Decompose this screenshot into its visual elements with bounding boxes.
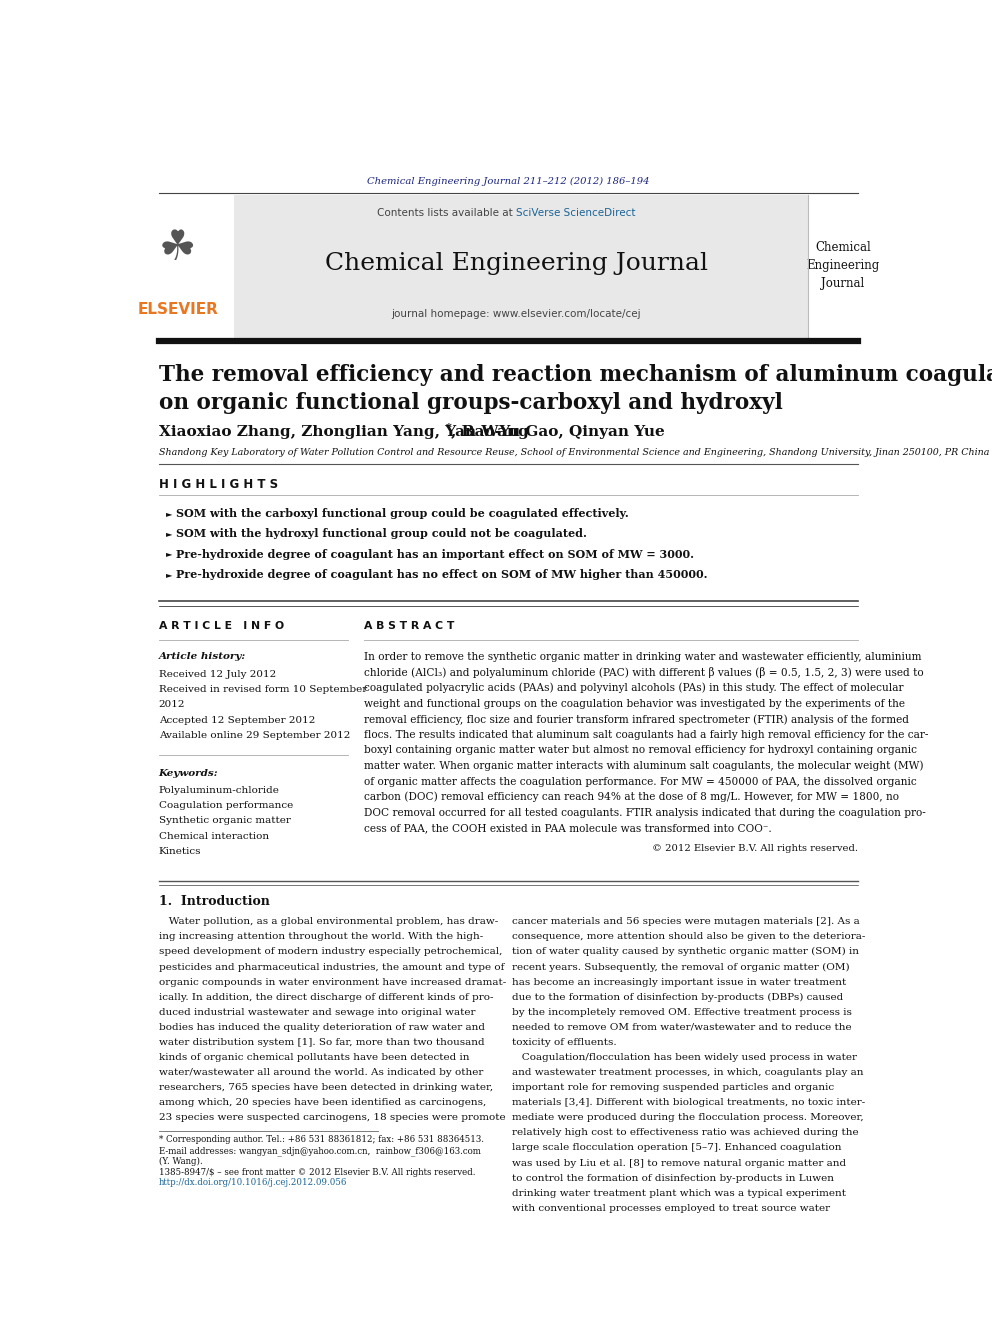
Text: ►: ► <box>167 509 173 517</box>
Text: speed development of modern industry especially petrochemical,: speed development of modern industry esp… <box>159 947 502 957</box>
Text: Water pollution, as a global environmental problem, has draw-: Water pollution, as a global environment… <box>159 917 498 926</box>
Text: weight and functional groups on the coagulation behavior was investigated by the: weight and functional groups on the coag… <box>364 699 905 709</box>
Text: SciVerse ScienceDirect: SciVerse ScienceDirect <box>516 208 636 218</box>
Text: (Y. Wang).: (Y. Wang). <box>159 1156 202 1166</box>
Text: 2012: 2012 <box>159 700 186 709</box>
Text: Xiaoxiao Zhang, Zhonglian Yang, Yan Wang: Xiaoxiao Zhang, Zhonglian Yang, Yan Wang <box>159 425 529 439</box>
Text: toxicity of effluents.: toxicity of effluents. <box>512 1037 617 1046</box>
Text: chloride (AlCl₃) and polyaluminum chloride (PAC) with different β values (β = 0.: chloride (AlCl₃) and polyaluminum chlori… <box>364 667 924 677</box>
Text: organic compounds in water environment have increased dramat-: organic compounds in water environment h… <box>159 978 506 987</box>
Text: kinds of organic chemical pollutants have been detected in: kinds of organic chemical pollutants hav… <box>159 1053 469 1062</box>
Text: ►: ► <box>167 529 173 538</box>
Text: ically. In addition, the direct discharge of different kinds of pro-: ically. In addition, the direct discharg… <box>159 992 493 1002</box>
Text: removal efficiency, floc size and fourier transform infrared spectrometer (FTIR): removal efficiency, floc size and fourie… <box>364 714 909 725</box>
Text: among which, 20 species have been identified as carcinogens,: among which, 20 species have been identi… <box>159 1098 486 1107</box>
Text: Article history:: Article history: <box>159 652 246 662</box>
Text: H I G H L I G H T S: H I G H L I G H T S <box>159 478 278 491</box>
Text: Pre-hydroxide degree of coagulant has no effect on SOM of MW higher than 450000.: Pre-hydroxide degree of coagulant has no… <box>177 569 707 579</box>
Text: flocs. The results indicated that aluminum salt coagulants had a fairly high rem: flocs. The results indicated that alumin… <box>364 730 929 740</box>
Text: researchers, 765 species have been detected in drinking water,: researchers, 765 species have been detec… <box>159 1084 493 1091</box>
Text: http://dx.doi.org/10.1016/j.cej.2012.09.056: http://dx.doi.org/10.1016/j.cej.2012.09.… <box>159 1177 347 1187</box>
Text: journal homepage: www.elsevier.com/locate/cej: journal homepage: www.elsevier.com/locat… <box>391 308 641 319</box>
Text: coagulated polyacrylic acids (PAAs) and polyvinyl alcohols (PAs) in this study. : coagulated polyacrylic acids (PAAs) and … <box>364 683 904 693</box>
Text: Coagulation performance: Coagulation performance <box>159 802 293 810</box>
Text: 1.  Introduction: 1. Introduction <box>159 894 270 908</box>
Text: DOC removal occurred for all tested coagulants. FTIR analysis indicated that dur: DOC removal occurred for all tested coag… <box>364 808 926 818</box>
Text: and wastewater treatment processes, in which, coagulants play an: and wastewater treatment processes, in w… <box>512 1068 864 1077</box>
Text: boxyl containing organic matter water but almost no removal efficiency for hydro: boxyl containing organic matter water bu… <box>364 745 917 755</box>
Text: © 2012 Elsevier B.V. All rights reserved.: © 2012 Elsevier B.V. All rights reserved… <box>652 844 858 852</box>
Text: Coagulation/flocculation has been widely used process in water: Coagulation/flocculation has been widely… <box>512 1053 857 1062</box>
Text: *: * <box>445 422 451 433</box>
Text: cess of PAA, the COOH existed in PAA molecule was transformed into COO⁻.: cess of PAA, the COOH existed in PAA mol… <box>364 823 772 833</box>
Text: duced industrial wastewater and sewage into original water: duced industrial wastewater and sewage i… <box>159 1008 475 1017</box>
Text: to control the formation of disinfection by-products in Luwen: to control the formation of disinfection… <box>512 1174 834 1183</box>
Text: materials [3,4]. Different with biological treatments, no toxic inter-: materials [3,4]. Different with biologic… <box>512 1098 865 1107</box>
Text: by the incompletely removed OM. Effective treatment process is: by the incompletely removed OM. Effectiv… <box>512 1008 852 1017</box>
Text: SOM with the hydroxyl functional group could not be coagulated.: SOM with the hydroxyl functional group c… <box>177 528 587 540</box>
Text: Polyaluminum-chloride: Polyaluminum-chloride <box>159 786 280 795</box>
Text: Chemical interaction: Chemical interaction <box>159 832 269 840</box>
Text: SOM with the carboxyl functional group could be coagulated effectively.: SOM with the carboxyl functional group c… <box>177 508 629 519</box>
Text: needed to remove OM from water/wastewater and to reduce the: needed to remove OM from water/wastewate… <box>512 1023 852 1032</box>
Text: , Bao-Yu Gao, Qinyan Yue: , Bao-Yu Gao, Qinyan Yue <box>450 425 665 439</box>
Text: * Corresponding author. Tel.: +86 531 88361812; fax: +86 531 88364513.: * Corresponding author. Tel.: +86 531 88… <box>159 1135 483 1144</box>
Text: drinking water treatment plant which was a typical experiment: drinking water treatment plant which was… <box>512 1188 846 1197</box>
Text: recent years. Subsequently, the removal of organic matter (OM): recent years. Subsequently, the removal … <box>512 962 850 971</box>
Text: water distribution system [1]. So far, more than two thousand: water distribution system [1]. So far, m… <box>159 1037 484 1046</box>
Text: Kinetics: Kinetics <box>159 847 201 856</box>
Text: Available online 29 September 2012: Available online 29 September 2012 <box>159 730 350 740</box>
Text: pesticides and pharmaceutical industries, the amount and type of: pesticides and pharmaceutical industries… <box>159 963 504 971</box>
Text: ►: ► <box>167 549 173 558</box>
Text: with conventional processes employed to treat source water: with conventional processes employed to … <box>512 1204 830 1213</box>
FancyBboxPatch shape <box>234 196 808 340</box>
Text: matter water. When organic matter interacts with aluminum salt coagulants, the m: matter water. When organic matter intera… <box>364 761 924 771</box>
Text: relatively high cost to effectiveness ratio was achieved during the: relatively high cost to effectiveness ra… <box>512 1129 859 1138</box>
Text: bodies has induced the quality deterioration of raw water and: bodies has induced the quality deteriora… <box>159 1023 485 1032</box>
Text: Keywords:: Keywords: <box>159 769 218 778</box>
Text: Chemical Engineering Journal: Chemical Engineering Journal <box>324 253 707 275</box>
Text: carbon (DOC) removal efficiency can reach 94% at the dose of 8 mg/L. However, fo: carbon (DOC) removal efficiency can reac… <box>364 792 899 803</box>
Text: Pre-hydroxide degree of coagulant has an important effect on SOM of MW = 3000.: Pre-hydroxide degree of coagulant has an… <box>177 549 694 560</box>
Text: ►: ► <box>167 570 173 579</box>
Text: mediate were produced during the flocculation process. Moreover,: mediate were produced during the floccul… <box>512 1113 864 1122</box>
Text: tion of water quality caused by synthetic organic matter (SOM) in: tion of water quality caused by syntheti… <box>512 947 859 957</box>
Text: In order to remove the synthetic organic matter in drinking water and wastewater: In order to remove the synthetic organic… <box>364 652 922 662</box>
Text: Chemical Engineering Journal 211–212 (2012) 186–194: Chemical Engineering Journal 211–212 (20… <box>367 176 650 185</box>
Text: has become an increasingly important issue in water treatment: has become an increasingly important iss… <box>512 978 846 987</box>
Text: A B S T R A C T: A B S T R A C T <box>364 622 454 631</box>
Text: A R T I C L E   I N F O: A R T I C L E I N F O <box>159 622 284 631</box>
Text: Received 12 July 2012: Received 12 July 2012 <box>159 669 276 679</box>
Text: Chemical
Engineering
Journal: Chemical Engineering Journal <box>806 241 880 290</box>
Text: ☘: ☘ <box>159 228 196 270</box>
Text: cancer materials and 56 species were mutagen materials [2]. As a: cancer materials and 56 species were mut… <box>512 917 860 926</box>
Text: due to the formation of disinfection by-products (DBPs) caused: due to the formation of disinfection by-… <box>512 992 843 1002</box>
Text: large scale flocculation operation [5–7]. Enhanced coagulation: large scale flocculation operation [5–7]… <box>512 1143 842 1152</box>
Text: consequence, more attention should also be given to the deteriora-: consequence, more attention should also … <box>512 933 866 942</box>
Text: ELSEVIER: ELSEVIER <box>137 302 218 318</box>
Text: E-mail addresses: wangyan_sdjn@yahoo.com.cn,  rainbow_f306@163.com: E-mail addresses: wangyan_sdjn@yahoo.com… <box>159 1146 480 1156</box>
Text: The removal efficiency and reaction mechanism of aluminum coagulant: The removal efficiency and reaction mech… <box>159 364 992 386</box>
Text: Shandong Key Laboratory of Water Pollution Control and Resource Reuse, School of: Shandong Key Laboratory of Water Polluti… <box>159 447 989 456</box>
Text: water/wastewater all around the world. As indicated by other: water/wastewater all around the world. A… <box>159 1068 483 1077</box>
Text: Accepted 12 September 2012: Accepted 12 September 2012 <box>159 716 315 725</box>
Text: important role for removing suspended particles and organic: important role for removing suspended pa… <box>512 1084 834 1091</box>
Text: on organic functional groups-carboxyl and hydroxyl: on organic functional groups-carboxyl an… <box>159 392 783 414</box>
Text: Received in revised form 10 September: Received in revised form 10 September <box>159 685 367 695</box>
Text: was used by Liu et al. [8] to remove natural organic matter and: was used by Liu et al. [8] to remove nat… <box>512 1159 846 1167</box>
Text: ing increasing attention throughout the world. With the high-: ing increasing attention throughout the … <box>159 933 483 942</box>
Text: Contents lists available at: Contents lists available at <box>377 208 516 218</box>
Text: 23 species were suspected carcinogens, 18 species were promote: 23 species were suspected carcinogens, 1… <box>159 1113 505 1122</box>
Text: 1385-8947/$ – see front matter © 2012 Elsevier B.V. All rights reserved.: 1385-8947/$ – see front matter © 2012 El… <box>159 1168 475 1177</box>
Text: Synthetic organic matter: Synthetic organic matter <box>159 816 291 826</box>
Text: of organic matter affects the coagulation performance. For MW = 450000 of PAA, t: of organic matter affects the coagulatio… <box>364 777 917 787</box>
